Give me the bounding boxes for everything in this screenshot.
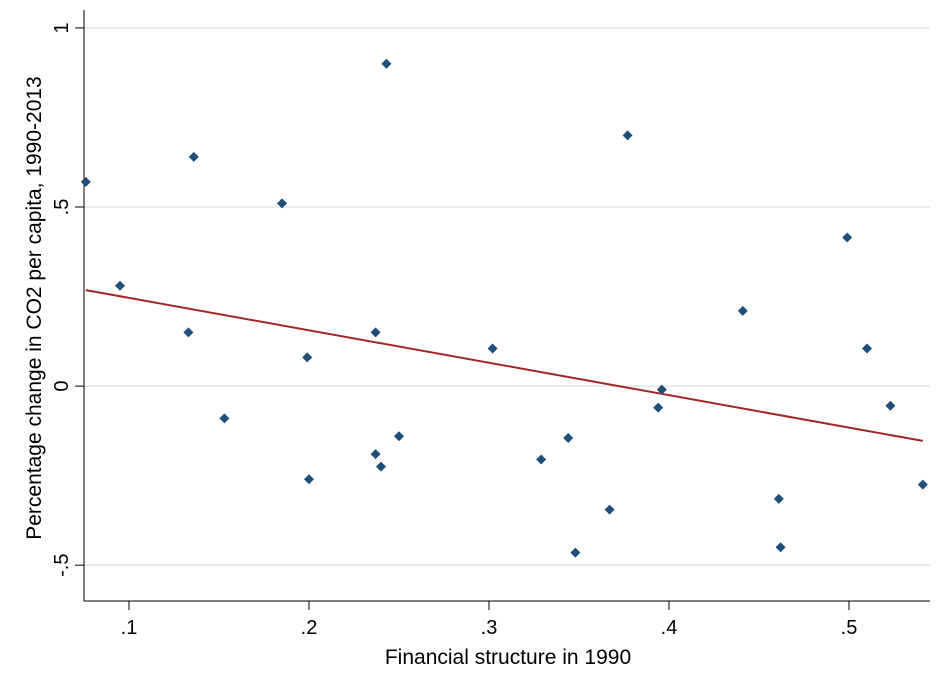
data-point-22	[773, 493, 784, 504]
y-tick-label-3: 1	[51, 22, 73, 33]
data-point-19	[653, 402, 664, 413]
data-point-20	[656, 384, 667, 395]
data-point-13	[487, 343, 498, 354]
y-tick-label-1: 0	[51, 381, 73, 392]
data-point-23	[775, 542, 786, 553]
x-tick-label-4: .5	[841, 617, 858, 639]
data-point-14	[536, 454, 547, 465]
data-point-0	[80, 176, 91, 187]
data-point-9	[370, 449, 381, 460]
x-tick-label-0: .1	[121, 617, 138, 639]
data-point-2	[183, 327, 194, 338]
data-point-11	[381, 58, 392, 69]
data-point-27	[917, 479, 928, 490]
data-point-3	[188, 151, 199, 162]
data-point-17	[604, 504, 615, 515]
data-point-4	[219, 413, 230, 424]
data-point-12	[394, 431, 404, 442]
data-point-25	[862, 343, 872, 354]
data-point-24	[842, 232, 853, 243]
y-tick-label-0: -.5	[51, 554, 73, 577]
x-tick-label-2: .3	[481, 617, 498, 639]
data-point-26	[885, 400, 896, 411]
y-tick-label-2: .5	[51, 199, 73, 216]
data-point-10	[376, 461, 386, 472]
data-point-5	[277, 198, 287, 209]
y-axis-title: Percentage change in CO2 per capita, 199…	[23, 76, 46, 540]
data-point-1	[115, 280, 125, 291]
x-axis-title: Financial structure in 1990	[385, 646, 631, 669]
gridlines	[84, 27, 930, 566]
x-axis-ticks: .1 .2 .3 .4 .5	[121, 601, 858, 639]
x-tick-label-1: .2	[301, 617, 318, 639]
y-axis-ticks: -.5 0 .5 1	[51, 22, 84, 577]
data-point-8	[370, 327, 381, 338]
data-points	[80, 58, 928, 558]
data-point-15	[563, 433, 574, 444]
data-point-18	[622, 130, 633, 141]
data-point-16	[570, 547, 581, 558]
x-tick-label-3: .4	[661, 617, 678, 639]
data-point-6	[302, 352, 313, 363]
data-point-21	[737, 305, 748, 316]
fitted-regression-line	[85, 289, 923, 442]
data-point-7	[304, 474, 314, 485]
